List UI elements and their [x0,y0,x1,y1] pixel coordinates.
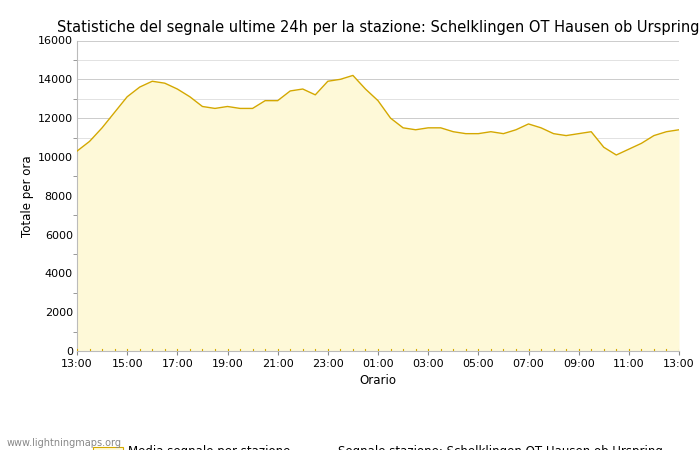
Y-axis label: Totale per ora: Totale per ora [20,155,34,237]
X-axis label: Orario: Orario [360,374,396,387]
Text: www.lightningmaps.org: www.lightningmaps.org [7,438,122,448]
Legend: Media segnale per stazione, Segnale stazione: Schelklingen OT Hausen ob Urspring: Media segnale per stazione, Segnale staz… [88,441,668,450]
Title: Statistiche del segnale ultime 24h per la stazione: Schelklingen OT Hausen ob Ur: Statistiche del segnale ultime 24h per l… [57,20,699,35]
